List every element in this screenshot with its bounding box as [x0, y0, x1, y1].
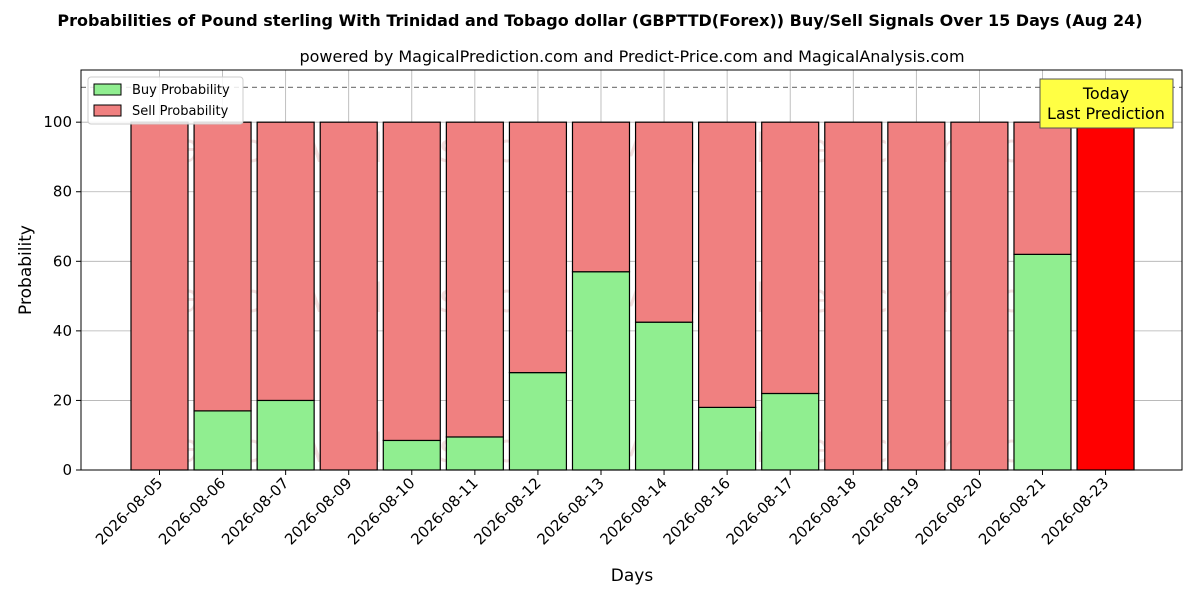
y-tick-label: 80 — [53, 183, 72, 201]
chart-subtitle: powered by MagicalPrediction.com and Pre… — [299, 47, 964, 66]
y-tick-label: 20 — [53, 391, 72, 409]
sell-bar — [382, 121, 441, 442]
sell-bar — [634, 121, 694, 323]
buy-bar — [761, 392, 820, 471]
y-axis-ticks: 0 20 40 60 80 100 — [43, 113, 81, 479]
x-tick-label: 2026-08-13 — [533, 474, 607, 548]
chart-title: Probabilities of Pound sterling With Tri… — [57, 11, 1142, 30]
sell-bar — [256, 121, 315, 402]
sell-bar — [130, 121, 189, 471]
x-tick-label: 2026-08-18 — [786, 474, 860, 548]
buy-bar — [256, 399, 315, 471]
buy-bar — [508, 372, 568, 471]
x-tick-label: 2026-08-11 — [407, 474, 481, 548]
sell-bar — [319, 121, 378, 471]
sell-bar — [508, 121, 568, 374]
y-tick-label: 0 — [62, 461, 72, 479]
x-tick-label: 2026-08-12 — [470, 474, 544, 548]
x-tick-label: 2026-08-05 — [92, 474, 166, 548]
sell-bar — [824, 121, 883, 471]
legend-swatch — [93, 83, 122, 96]
x-tick-label: 2026-08-16 — [660, 474, 734, 548]
legend: Buy Probability Sell Probability — [87, 76, 244, 125]
x-tick-label: 2026-08-14 — [597, 474, 671, 548]
legend-box — [87, 76, 244, 125]
x-tick-label: 2026-08-21 — [975, 474, 1049, 548]
sell-bar — [1013, 121, 1072, 255]
x-axis-ticks: 2026-08-052026-08-062026-08-072026-08-09… — [92, 470, 1112, 548]
buy-bar — [1013, 253, 1072, 471]
bars — [130, 121, 1135, 471]
legend-label: Sell Probability — [132, 104, 229, 119]
y-axis-label: Probability — [16, 225, 36, 315]
buy-bar — [193, 410, 252, 471]
sell-bar — [950, 121, 1009, 471]
x-tick-label: 2026-08-17 — [723, 474, 797, 548]
x-tick-label: 2026-08-07 — [218, 474, 292, 548]
annotation-box — [1039, 78, 1174, 129]
x-axis-label: Days — [611, 566, 654, 586]
x-tick-label: 2026-08-10 — [344, 474, 418, 548]
x-tick-label: 2026-08-20 — [912, 474, 986, 548]
legend-swatch — [93, 104, 122, 117]
x-tick-label: 2026-08-09 — [281, 474, 355, 548]
x-tick-label: 2026-08-19 — [849, 474, 923, 548]
sell-bar — [887, 121, 946, 471]
annotation-text: Today — [1082, 84, 1129, 103]
sell-bar — [761, 121, 820, 395]
legend-label: Buy Probability — [132, 83, 230, 98]
y-tick-label: 60 — [53, 252, 72, 270]
buy-bar — [634, 321, 694, 471]
sell-bar — [1076, 121, 1135, 471]
sell-bar — [445, 121, 504, 438]
annotation-text: Last Prediction — [1047, 104, 1165, 123]
plot-area-frame — [80, 69, 1183, 471]
sell-bar — [193, 121, 252, 412]
buy-bar — [698, 406, 757, 471]
x-tick-label: 2026-08-23 — [1038, 474, 1112, 548]
x-tick-label: 2026-08-06 — [155, 474, 229, 548]
buy-bar — [571, 271, 631, 471]
buy-bar — [382, 439, 441, 471]
y-tick-label: 40 — [53, 322, 72, 340]
sell-bar — [698, 121, 757, 408]
y-tick-label: 100 — [43, 113, 72, 131]
sell-bar — [571, 121, 631, 273]
buy-bar — [445, 436, 504, 471]
